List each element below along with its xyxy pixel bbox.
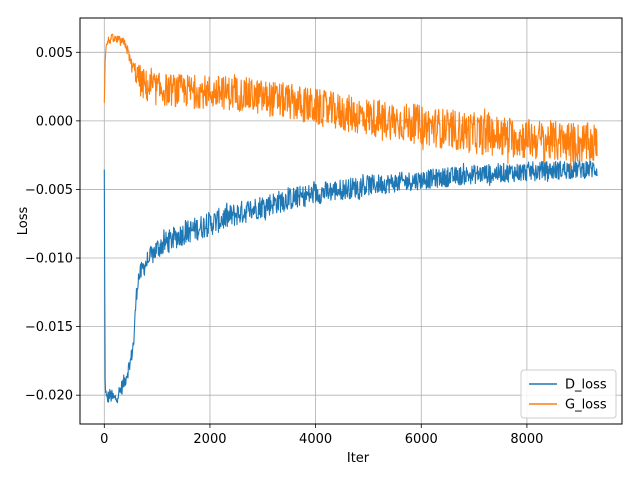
y-tick-label: −0.010 <box>25 252 73 267</box>
legend: D_loss G_loss <box>520 369 617 419</box>
x-axis-label: Iter <box>347 451 370 466</box>
y-tick-label: −0.005 <box>25 183 73 198</box>
x-tick-label: 0 <box>100 432 108 447</box>
x-tick-label: 8000 <box>510 432 543 447</box>
legend-box <box>520 369 617 419</box>
y-tick-label: −0.020 <box>25 389 73 404</box>
series-lines <box>103 33 598 404</box>
axis-ticks: 0 2000 4000 6000 8000 −0.020 −0.015 −0.010 −0.00… <box>25 46 544 447</box>
x-tick-label: 4000 <box>299 432 332 447</box>
legend-label: D_loss <box>565 378 607 393</box>
series-line-d-loss <box>103 159 598 404</box>
x-tick-label: 6000 <box>405 432 438 447</box>
plot-area-frame <box>79 17 623 425</box>
y-tick-label: 0.000 <box>36 114 73 129</box>
y-axis-label: Loss <box>16 207 31 236</box>
y-tick-label: 0.005 <box>36 46 73 61</box>
x-tick-label: 2000 <box>193 432 226 447</box>
series-line-g-loss <box>103 33 598 170</box>
grid <box>80 18 622 424</box>
y-tick-label: −0.015 <box>25 320 73 335</box>
legend-label: G_loss <box>565 398 607 413</box>
